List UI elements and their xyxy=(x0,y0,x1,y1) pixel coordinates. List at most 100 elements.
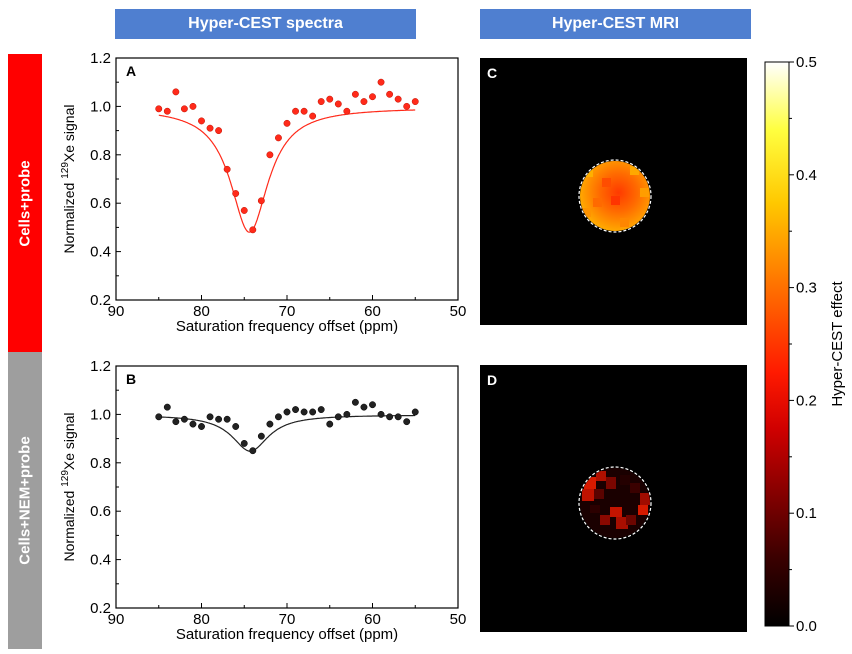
plot-frame xyxy=(115,57,459,301)
y-tick-label: 0.6 xyxy=(90,195,111,212)
row-label-cells-probe: Cells+probe xyxy=(8,54,42,352)
data-point xyxy=(266,151,274,159)
data-point xyxy=(257,432,265,440)
data-point xyxy=(163,403,171,411)
colorbar-tick-label: 0.4 xyxy=(796,167,817,184)
data-point xyxy=(394,95,402,103)
data-point xyxy=(300,408,308,416)
colorbar-tick-label: 0.1 xyxy=(796,505,817,522)
data-point xyxy=(266,420,274,428)
data-point xyxy=(309,408,317,416)
panel-letter-d: D xyxy=(487,372,498,388)
data-point xyxy=(351,398,359,406)
pixel-texture xyxy=(580,468,650,538)
y-axis-label-post: Xe signal xyxy=(61,413,77,471)
y-tick-label: 0.2 xyxy=(90,292,111,309)
y-tick-label: 1.0 xyxy=(90,406,111,423)
x-tick-label: 60 xyxy=(364,303,381,320)
data-point xyxy=(232,423,240,430)
roi-outline xyxy=(578,159,652,233)
colorbar-tick-label: 0.2 xyxy=(796,392,817,409)
row-label-text: Cells+probe xyxy=(16,159,34,247)
panel-letter-c: C xyxy=(487,65,498,81)
y-axis-label-post: Xe signal xyxy=(61,105,77,163)
panel-letter-a: A xyxy=(126,63,136,79)
row-label-cells-nem-probe: Cells+NEM+probe xyxy=(8,352,42,649)
data-point xyxy=(411,408,419,416)
data-point xyxy=(223,415,231,423)
colorbar-tick-label: 0.3 xyxy=(796,280,817,297)
data-point xyxy=(292,107,300,115)
data-point xyxy=(394,413,402,421)
data-point xyxy=(403,418,411,426)
y-axis-label: Normalized 129Xe signal xyxy=(60,413,77,562)
y-tick-label: 0.4 xyxy=(90,244,111,261)
data-point xyxy=(180,105,188,113)
data-point xyxy=(317,406,325,414)
y-tick-label: 1.2 xyxy=(90,358,111,375)
y-tick-label: 0.8 xyxy=(90,147,111,164)
data-point xyxy=(326,420,334,428)
data-point xyxy=(411,98,419,106)
header-mri: Hyper-CEST MRI xyxy=(480,9,751,39)
data-point xyxy=(292,406,300,414)
row-label-text: Cells+NEM+probe xyxy=(16,436,34,565)
data-point xyxy=(198,423,205,430)
fit-curve xyxy=(158,109,416,233)
data-point xyxy=(309,112,317,120)
x-tick-label: 80 xyxy=(193,611,210,628)
data-point xyxy=(283,119,291,127)
data-point xyxy=(163,107,171,115)
panel-letter-b: B xyxy=(126,371,136,387)
data-point xyxy=(240,207,248,214)
x-tick-label: 50 xyxy=(450,303,467,320)
data-point xyxy=(369,401,376,409)
data-point xyxy=(215,415,223,423)
data-point xyxy=(249,226,257,234)
data-point xyxy=(180,415,188,423)
data-point xyxy=(300,107,308,115)
y-axis-label-pre: Normalized xyxy=(61,179,77,254)
data-point xyxy=(232,190,240,197)
data-point xyxy=(275,134,282,142)
y-tick-label: 1.2 xyxy=(90,50,111,67)
colorbar-gradient xyxy=(764,61,790,627)
y-tick-label: 1.0 xyxy=(90,98,111,115)
data-point xyxy=(317,98,325,106)
data-point xyxy=(249,447,257,455)
data-point xyxy=(206,413,214,421)
data-point xyxy=(386,413,394,421)
x-tick-label: 70 xyxy=(279,303,296,320)
data-point xyxy=(326,95,334,103)
y-tick-label: 0.4 xyxy=(90,552,111,569)
x-tick-label: 50 xyxy=(450,611,467,628)
y-axis-label: Normalized 129Xe signal xyxy=(60,105,77,254)
x-tick-label: 90 xyxy=(108,303,125,320)
x-tick-label: 70 xyxy=(279,611,296,628)
plot-frame xyxy=(115,365,459,609)
data-point xyxy=(343,410,351,418)
y-tick-label: 0.2 xyxy=(90,600,111,617)
data-point xyxy=(360,403,368,411)
y-axis-label-sup: 129 xyxy=(60,470,71,487)
data-point xyxy=(351,90,359,98)
data-point xyxy=(334,100,342,108)
data-point xyxy=(155,413,163,421)
x-axis-label: Saturation frequency offset (ppm) xyxy=(176,626,398,643)
data-point xyxy=(223,165,231,173)
y-tick-label: 0.8 xyxy=(90,455,111,472)
colorbar: Hyper-CEST effect 0.0 0.1 0.2 0.3 0.4 0.5 xyxy=(764,54,846,635)
roi-outline xyxy=(578,466,652,540)
data-point xyxy=(334,413,342,421)
colorbar-tick-label: 0.0 xyxy=(796,618,817,635)
data-point xyxy=(369,93,376,101)
mri-image-c: C xyxy=(480,58,747,325)
x-tick-label: 80 xyxy=(193,303,210,320)
data-point xyxy=(403,102,411,110)
header-spectra: Hyper-CEST spectra xyxy=(115,9,416,39)
data-point xyxy=(360,98,368,106)
x-tick-label: 60 xyxy=(364,611,381,628)
mri-image-d-svg xyxy=(578,466,652,540)
y-tick-label: 0.6 xyxy=(90,503,111,520)
x-tick-label: 90 xyxy=(108,611,125,628)
